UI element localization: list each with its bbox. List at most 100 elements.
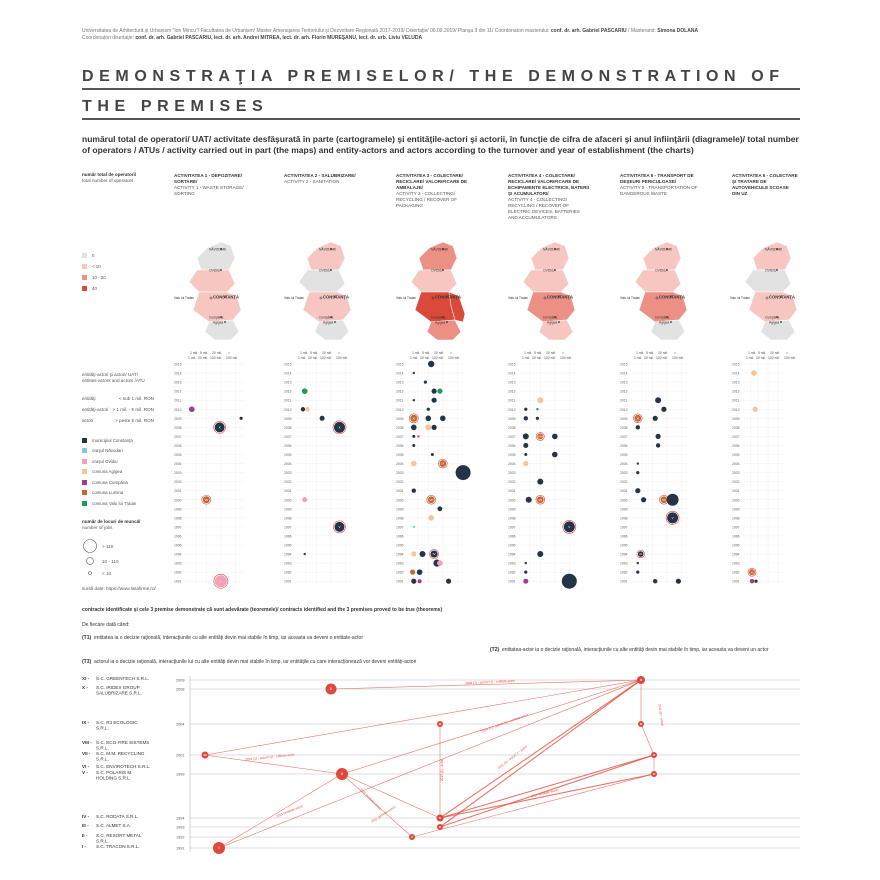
chart-dot (428, 515, 435, 521)
map-label-valu: Valu lui Traian (174, 296, 194, 300)
year-label: 2012 (174, 390, 182, 394)
map-region-south (650, 319, 686, 341)
year-label: 2002 (508, 480, 516, 484)
uat-item: municipiul Constanţa (82, 435, 136, 446)
company-year: 1992 (176, 836, 184, 840)
uat-item: comuna Cumpăna (82, 477, 136, 488)
year-label: 2015 (174, 363, 182, 367)
chart-dot (412, 399, 415, 402)
year-label: 1992 (396, 571, 404, 575)
credits-masterand: Simona DOLANA (657, 28, 699, 34)
contract-link (439, 773, 655, 819)
map-label-agigea: Agigea (547, 321, 557, 325)
company-name: S.C. IRIDEX GROUP SALUBRIZARE S.R.L. (96, 685, 142, 696)
year-label: 1996 (284, 534, 292, 538)
town-dot (220, 269, 222, 271)
jobs-label-medium: 10 - 110 (102, 559, 119, 564)
town-dot (666, 269, 668, 271)
chart-dot (303, 552, 306, 556)
contract-node (213, 842, 225, 854)
axis-top-label: 20 mil. (546, 351, 556, 355)
jobs-circle-medium (86, 557, 94, 565)
contract-node (325, 683, 337, 695)
contract-link-label: 2011 (entitate-actor) (370, 805, 396, 824)
chart-dot-label: XI (412, 416, 415, 420)
year-label: 2008 (732, 426, 740, 430)
year-label: 1994 (284, 553, 292, 557)
chart-dot (437, 506, 443, 512)
year-label: 2005 (508, 453, 516, 457)
year-label: 2011 (508, 399, 515, 403)
company-name: S.C. ENVIROTECH S.R.L. (96, 764, 150, 769)
chart-dot-ring (429, 549, 439, 559)
year-label: 2001 (508, 489, 516, 493)
chart-dot-ring (747, 567, 757, 577)
chart-dot (301, 388, 308, 394)
town-dot (442, 269, 444, 271)
year-label: 2013 (508, 381, 516, 385)
map-region-ovidiu (188, 269, 236, 293)
legend-class: 10 - 20 (82, 274, 106, 281)
axis-top-label: > (450, 351, 452, 355)
year-label: 2012 (284, 390, 292, 394)
map-label-valu: Valu lui Traian (730, 296, 750, 300)
map-label-navodari: NĂVODARI (765, 248, 782, 252)
year-label: 2011 (396, 399, 403, 403)
chart-dot (302, 497, 308, 503)
town-dot (224, 321, 226, 323)
map-label-ovidiu: OVIDIU (209, 269, 221, 273)
chart-dot (417, 435, 420, 438)
contract-node (638, 721, 644, 727)
chart-dot (430, 550, 438, 558)
year-label: 2002 (284, 480, 292, 484)
jobs-legend: > 110 10 - 110 < 10 (83, 539, 119, 576)
map-label-constanta: CONSTANŢA (769, 295, 795, 300)
map-label-valu: Valu lui Traian (284, 296, 304, 300)
chart-dot (666, 493, 679, 506)
chart-dot-label: III (639, 552, 642, 556)
map-region-ovidiu (522, 269, 570, 293)
operators-title: număr total de operatori/ (82, 172, 137, 177)
chart-activity-3: 1 mil. 5 mil. 20 mil. >1 mil. 20 mil. 100 mil… (396, 351, 466, 585)
chart-dot (537, 551, 544, 558)
year-label: 1996 (732, 534, 740, 538)
axis-bottom-label: 100 mil. (226, 356, 238, 360)
year-label: 1998 (620, 516, 628, 520)
year-label: 2009 (396, 417, 404, 421)
chart-dot (202, 496, 210, 504)
year-label: 1997 (284, 525, 292, 529)
year-label: 1992 (732, 571, 740, 575)
year-label: 1995 (174, 544, 182, 548)
chart-dot (411, 488, 416, 493)
year-label: 1995 (508, 544, 516, 548)
year-label: 2007 (732, 435, 740, 439)
company-num: IV - (82, 814, 90, 819)
chart-dot (334, 521, 345, 532)
map-label-cumpana: Cumpăna (319, 316, 333, 320)
credits-line2-label: Coordonatori disertaţie: (82, 35, 134, 41)
year-label: 1993 (284, 562, 292, 566)
company-year: 1991 (176, 847, 184, 851)
chart-dot (412, 371, 415, 375)
axis-bottom-label: 20 mil. (756, 356, 766, 360)
year-label: 2000 (732, 498, 740, 502)
year-label: 1994 (732, 553, 740, 557)
chart-dot (440, 415, 446, 422)
year-label: 2003 (396, 471, 404, 475)
year-label: 1998 (284, 516, 292, 520)
chart-dot-label: XI (636, 416, 639, 420)
title-rule-1 (82, 88, 800, 90)
chart-dot-label: VIII (538, 435, 543, 439)
year-label: 1992 (174, 571, 182, 575)
operators-sub: total number of operators (82, 178, 134, 183)
year-label: 2014 (174, 372, 182, 376)
chart-dot-ring (562, 520, 577, 534)
chart-dot (660, 496, 668, 504)
chart-dot-label: VII (538, 498, 542, 502)
map-label-navodari: NĂVODARI (319, 248, 336, 252)
map-label-constanta: CONSTANŢA (323, 295, 349, 300)
chart-dot-ring (213, 421, 226, 434)
map-label-valu: Valu lui Traian (508, 296, 528, 300)
